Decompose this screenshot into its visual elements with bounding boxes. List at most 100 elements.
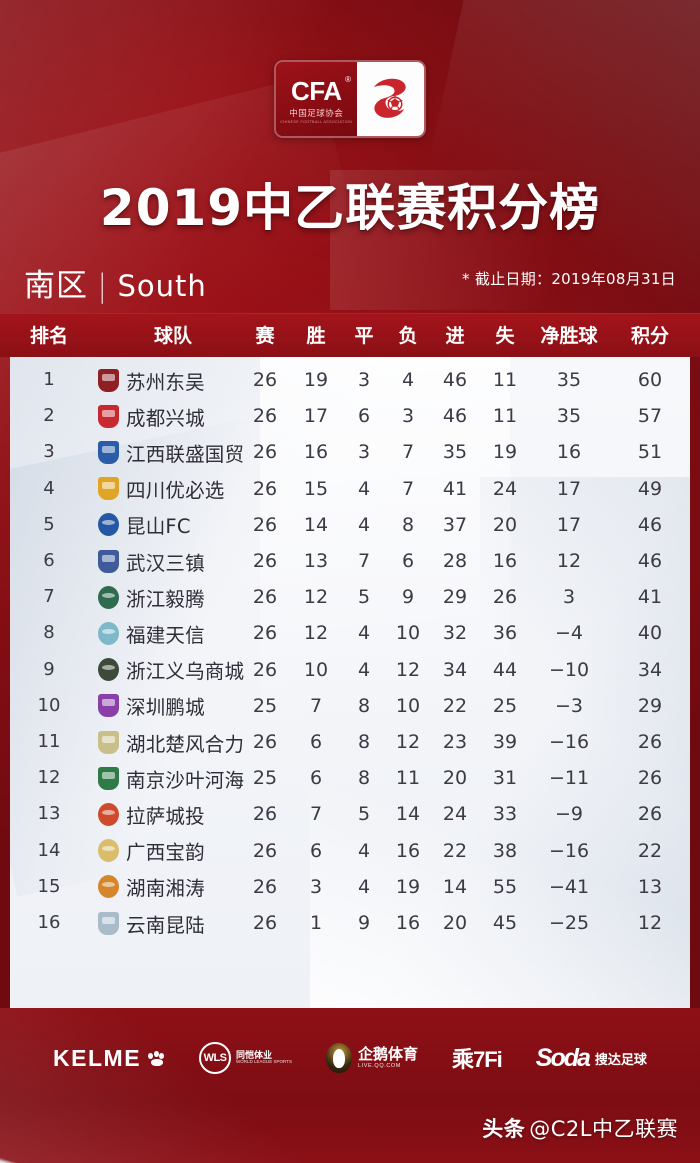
cell-rank: 16 (37, 912, 61, 933)
cell-loss: 3 (401, 405, 415, 428)
cell-draw: 4 (357, 839, 371, 862)
cell-team[interactable]: 江西联盛国贸 (98, 434, 244, 470)
team-name: 浙江义乌商城 (126, 660, 245, 684)
cell-win: 6 (309, 767, 323, 790)
table-row[interactable]: 12 南京沙叶河海 25 6 8 11 20 31 −11 26 (10, 760, 690, 796)
cfa-badge: CFA ® 中国足球协会 CHINESE FOOTBALL ASSOCIATION (274, 60, 426, 138)
cell-loss: 7 (401, 477, 415, 500)
sponsor-soda[interactable]: Soda 搜达足球 (536, 1044, 647, 1073)
cfa-acronym-text: CFA ® (291, 75, 351, 104)
cell-gf: 23 (442, 731, 468, 753)
cell-team[interactable]: 拉萨城投 (98, 796, 205, 832)
watermark: 头条 @C2L中乙联赛 (482, 1113, 678, 1143)
cell-points: 46 (637, 513, 663, 536)
cell-points: 22 (637, 839, 663, 862)
column-header-points: 积分 (630, 325, 669, 347)
table-row[interactable]: 16 云南昆陆 26 1 9 16 20 45 −25 12 (10, 905, 690, 941)
cell-team[interactable]: 湖南湘涛 (98, 869, 205, 905)
cell-draw: 5 (357, 803, 371, 826)
table-row[interactable]: 14 广西宝韵 26 6 4 16 22 38 −16 22 (10, 833, 690, 869)
cell-team[interactable]: 云南昆陆 (98, 905, 205, 941)
cell-win: 1 (309, 912, 323, 934)
cell-draw: 4 (357, 622, 371, 645)
cell-team[interactable]: 南京沙叶河海 (98, 760, 244, 796)
cell-loss: 12 (395, 731, 421, 753)
cell-gd: 16 (556, 441, 582, 464)
cell-rank: 15 (37, 875, 61, 897)
cell-points: 13 (637, 875, 663, 898)
cell-gf: 34 (442, 658, 468, 681)
column-header-draw: 平 (354, 325, 374, 347)
team-name: 武汉三镇 (126, 551, 205, 575)
table-row[interactable]: 10 深圳鹏城 25 7 8 10 22 25 −3 29 (10, 688, 690, 724)
cell-team[interactable]: 苏州东吴 (98, 362, 205, 398)
cell-ga: 25 (492, 694, 518, 717)
column-header-rank: 排名 (29, 325, 68, 347)
table-row[interactable]: 15 湖南湘涛 26 3 4 19 14 55 −41 13 (10, 869, 690, 905)
watermark-handle: @C2L中乙联赛 (529, 1117, 678, 1141)
table-row[interactable]: 11 湖北楚风合力 26 6 8 12 23 39 −16 26 (10, 724, 690, 760)
cell-draw: 7 (357, 550, 371, 572)
cell-ga: 24 (492, 477, 518, 500)
cell-win: 12 (303, 586, 329, 609)
team-name: 湖北楚风合力 (126, 732, 245, 756)
cell-rank: 7 (43, 586, 55, 608)
cell-gf: 46 (442, 405, 468, 428)
cell-played: 26 (252, 550, 278, 572)
team-crest-icon (98, 911, 119, 935)
cell-team[interactable]: 湖北楚风合力 (98, 724, 244, 760)
cell-team[interactable]: 武汉三镇 (98, 543, 205, 579)
cell-team[interactable]: 广西宝韵 (98, 833, 205, 869)
cell-gd: 3 (562, 586, 576, 609)
cell-draw: 8 (357, 767, 371, 790)
table-row[interactable]: 3 江西联盛国贸 26 16 3 7 35 19 16 51 (10, 434, 690, 470)
column-header-ga: 失 (495, 325, 515, 347)
cell-win: 6 (309, 839, 323, 862)
cell-team[interactable]: 浙江毅腾 (98, 579, 205, 615)
cell-win: 10 (303, 658, 329, 681)
cell-points: 26 (637, 803, 663, 826)
sponsor-wls[interactable]: WLS 同恺体业 WORLD LEAGUE SPORTS (199, 1042, 292, 1074)
cell-team[interactable]: 昆山FC (98, 507, 191, 543)
table-row[interactable]: 6 武汉三镇 26 13 7 6 28 16 12 46 (10, 543, 690, 579)
table-row[interactable]: 2 成都兴城 26 17 6 3 46 11 35 57 (10, 398, 690, 434)
table-row[interactable]: 7 浙江毅腾 26 12 5 9 29 26 3 41 (10, 579, 690, 615)
sponsor-qq-sports[interactable]: 企鹅体育 LIVE.QQ.COM (325, 1043, 418, 1073)
sponsor-shi[interactable]: 乘7Fi (452, 1042, 503, 1074)
cell-team[interactable]: 浙江义乌商城 (98, 652, 244, 688)
cell-gd: −9 (554, 803, 583, 826)
cell-played: 26 (252, 912, 278, 934)
cell-rank: 10 (37, 694, 61, 716)
cell-win: 14 (303, 513, 329, 536)
standings-table-body: 1 苏州东吴 26 19 3 4 46 11 35 60 2 成都兴城 26 17 6 3 46 11 35 57 3 江… (10, 357, 690, 1008)
cell-draw: 4 (357, 875, 371, 898)
team-name: 南京沙叶河海 (126, 768, 245, 792)
sponsor-kelme[interactable]: KELME (53, 1045, 165, 1072)
cell-loss: 6 (401, 550, 415, 572)
cell-ga: 36 (492, 622, 518, 645)
table-row[interactable]: 8 福建天信 26 12 4 10 32 36 −4 40 (10, 615, 690, 651)
penguin-icon (325, 1043, 352, 1073)
table-row[interactable]: 13 拉萨城投 26 7 5 14 24 33 −9 26 (10, 796, 690, 832)
team-crest-icon (98, 730, 119, 754)
cell-team[interactable]: 深圳鹏城 (98, 688, 205, 724)
team-name: 深圳鹏城 (126, 696, 205, 720)
cell-team[interactable]: 福建天信 (98, 615, 205, 651)
table-row[interactable]: 9 浙江义乌商城 26 10 4 12 34 44 −10 34 (10, 652, 690, 688)
table-row[interactable]: 4 四川优必选 26 15 4 7 41 24 17 49 (10, 471, 690, 507)
table-row[interactable]: 5 昆山FC 26 14 4 8 37 20 17 46 (10, 507, 690, 543)
cell-points: 29 (637, 694, 663, 717)
table-row[interactable]: 1 苏州东吴 26 19 3 4 46 11 35 60 (10, 362, 690, 398)
cell-team[interactable]: 四川优必选 (98, 471, 225, 507)
cell-rank: 4 (43, 477, 55, 499)
sponsor-soda-cn: 搜达足球 (594, 1051, 647, 1067)
cell-loss: 14 (395, 803, 421, 826)
region-name-en: South (117, 269, 207, 303)
cell-team[interactable]: 成都兴城 (98, 398, 205, 434)
cell-ga: 26 (492, 586, 518, 609)
cell-points: 41 (637, 586, 663, 609)
cell-ga: 55 (492, 875, 518, 898)
cell-played: 26 (252, 803, 278, 826)
cell-draw: 3 (357, 441, 371, 464)
